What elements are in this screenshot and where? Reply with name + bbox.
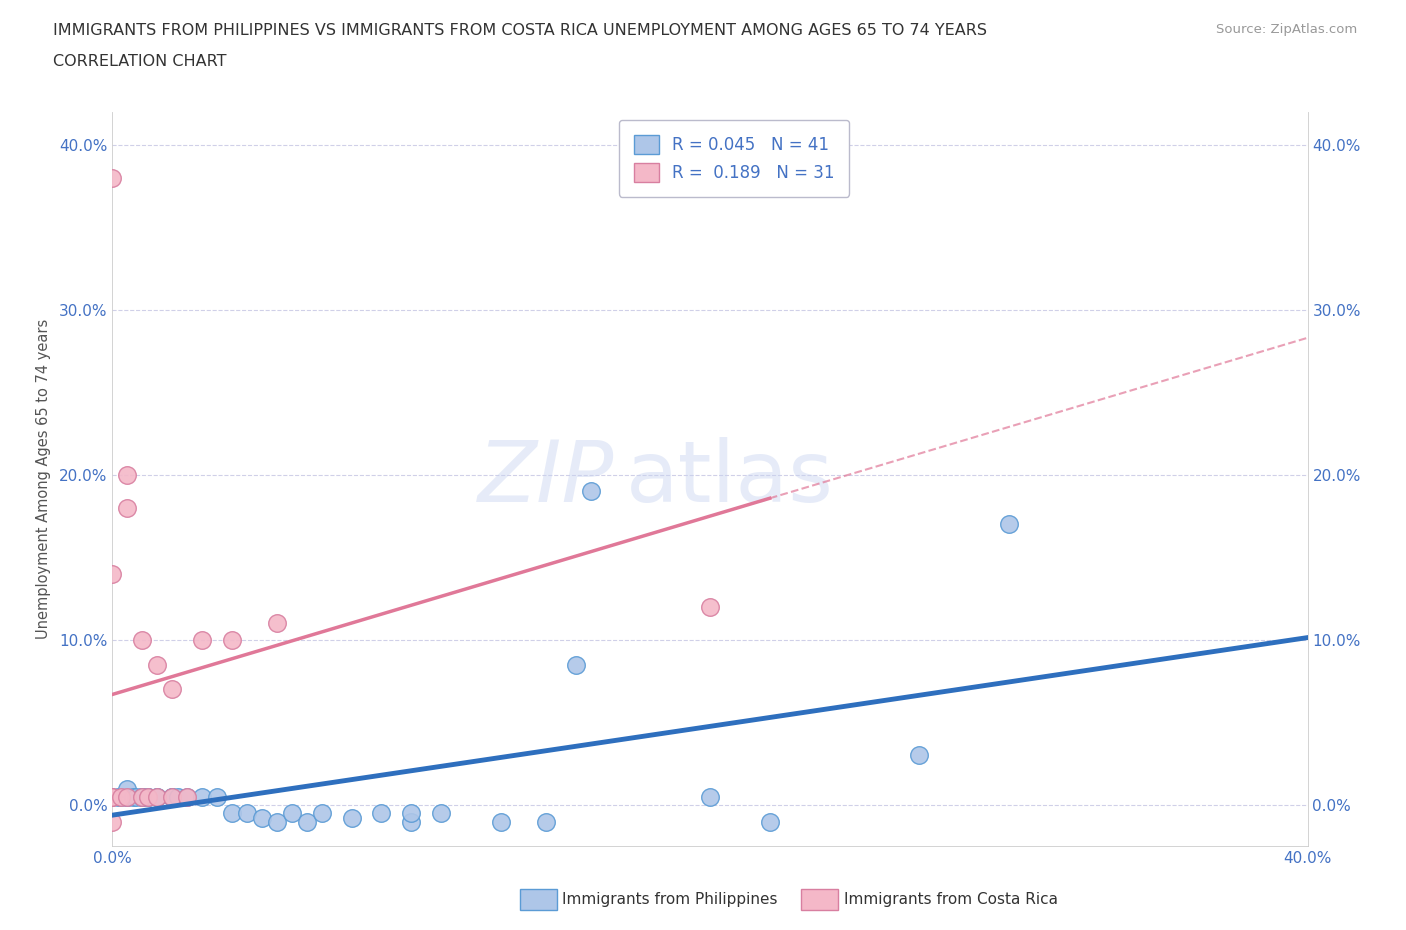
Point: [281, 805, 304, 820]
Point: [101, 566, 124, 581]
Point: [131, 632, 153, 647]
Point: [191, 790, 214, 804]
Point: [117, 790, 139, 804]
Point: [191, 632, 214, 647]
Point: [998, 517, 1021, 532]
Point: [167, 790, 190, 804]
Point: [162, 790, 183, 804]
Text: ZIP: ZIP: [478, 437, 614, 521]
Point: [205, 790, 228, 804]
Point: [266, 616, 288, 631]
Point: [117, 468, 139, 483]
Point: [564, 658, 586, 672]
Point: [699, 600, 721, 615]
Point: [295, 814, 318, 829]
Point: [101, 814, 124, 829]
Point: [162, 682, 183, 697]
Point: [110, 790, 132, 804]
Point: [117, 500, 139, 515]
Point: [122, 790, 145, 804]
Point: [221, 632, 243, 647]
Point: [101, 790, 124, 804]
Point: [221, 805, 243, 820]
Point: [146, 790, 169, 804]
Point: [110, 790, 132, 804]
Point: [579, 484, 602, 498]
Point: [138, 790, 160, 804]
Point: [146, 790, 169, 804]
Point: [534, 814, 557, 829]
Point: [146, 790, 169, 804]
Point: [101, 790, 124, 804]
Point: [125, 790, 148, 804]
Point: [101, 170, 124, 185]
Point: [340, 811, 363, 826]
Point: [430, 805, 453, 820]
Point: [131, 790, 153, 804]
Point: [138, 790, 160, 804]
Point: [250, 811, 273, 826]
Point: [101, 790, 124, 804]
Point: [162, 790, 183, 804]
Point: [176, 790, 198, 804]
Text: Source: ZipAtlas.com: Source: ZipAtlas.com: [1216, 23, 1357, 36]
Point: [117, 781, 139, 796]
Point: [311, 805, 333, 820]
Point: [401, 805, 423, 820]
Point: [176, 790, 198, 804]
Point: [131, 790, 153, 804]
Point: [107, 790, 129, 804]
Point: [131, 790, 153, 804]
Point: [236, 805, 259, 820]
Text: IMMIGRANTS FROM PHILIPPINES VS IMMIGRANTS FROM COSTA RICA UNEMPLOYMENT AMONG AGE: IMMIGRANTS FROM PHILIPPINES VS IMMIGRANT…: [53, 23, 987, 38]
Text: Immigrants from Philippines: Immigrants from Philippines: [562, 892, 778, 907]
Point: [266, 814, 288, 829]
Point: [908, 748, 931, 763]
Point: [489, 814, 512, 829]
Point: [131, 790, 153, 804]
Point: [759, 814, 782, 829]
Text: atlas: atlas: [627, 437, 834, 521]
Y-axis label: Unemployment Among Ages 65 to 74 years: Unemployment Among Ages 65 to 74 years: [35, 319, 51, 639]
Point: [162, 790, 183, 804]
Point: [146, 658, 169, 672]
Point: [401, 814, 423, 829]
Point: [138, 790, 160, 804]
Point: [370, 805, 392, 820]
Text: CORRELATION CHART: CORRELATION CHART: [53, 54, 226, 69]
Point: [117, 790, 139, 804]
Text: Immigrants from Costa Rica: Immigrants from Costa Rica: [844, 892, 1057, 907]
Point: [699, 790, 721, 804]
Point: [117, 790, 139, 804]
Legend: R = 0.045   N = 41, R =  0.189   N = 31: R = 0.045 N = 41, R = 0.189 N = 31: [619, 120, 849, 197]
